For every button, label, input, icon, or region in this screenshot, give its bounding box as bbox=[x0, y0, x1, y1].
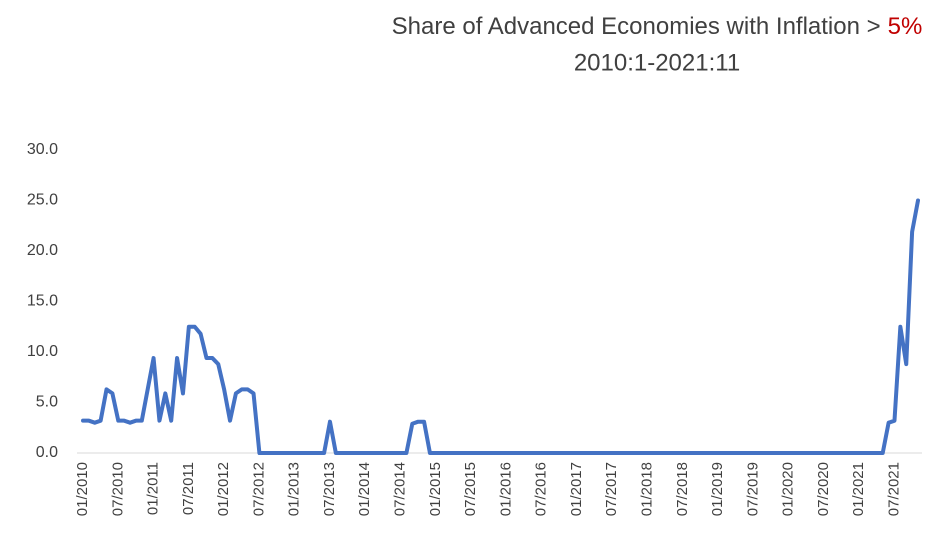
x-tick-label: 07/2015 bbox=[462, 462, 479, 516]
x-tick-label: 07/2016 bbox=[533, 462, 550, 516]
y-tick-label: 5.0 bbox=[36, 394, 58, 411]
x-tick-label: 07/2020 bbox=[815, 462, 832, 516]
x-tick-label: 01/2018 bbox=[638, 462, 655, 516]
x-tick-label: 01/2012 bbox=[215, 462, 232, 516]
x-tick-label: 07/2013 bbox=[321, 462, 338, 516]
x-tick-label: 07/2012 bbox=[250, 462, 267, 516]
x-tick-label: 07/2011 bbox=[180, 462, 197, 515]
x-tick-label: 01/2015 bbox=[427, 462, 444, 516]
x-tick-label: 07/2019 bbox=[744, 462, 761, 516]
x-tick-label: 01/2013 bbox=[286, 462, 303, 516]
x-tick-label: 01/2010 bbox=[74, 462, 91, 516]
y-tick-label: 15.0 bbox=[27, 293, 58, 310]
x-tick-label: 07/2014 bbox=[392, 462, 409, 516]
x-tick-label: 01/2020 bbox=[780, 462, 797, 516]
x-tick-label: 01/2014 bbox=[356, 462, 373, 516]
x-tick-label: 07/2010 bbox=[109, 462, 126, 516]
x-tick-label: 07/2021 bbox=[885, 462, 902, 516]
x-tick-label: 01/2016 bbox=[497, 462, 514, 516]
y-tick-label: 25.0 bbox=[27, 192, 58, 209]
x-tick-label: 01/2019 bbox=[709, 462, 726, 516]
y-tick-label: 10.0 bbox=[27, 343, 58, 360]
title-highlight: 5% bbox=[888, 13, 923, 40]
data-line bbox=[81, 198, 920, 455]
title-text: Share of Advanced Economies with Inflati… bbox=[392, 13, 881, 40]
x-tick-label: 01/2017 bbox=[568, 462, 585, 516]
chart-title: Share of Advanced Economies with Inflati… bbox=[392, 13, 923, 40]
y-tick-label: 0.0 bbox=[36, 444, 58, 461]
y-tick-label: 30.0 bbox=[27, 141, 58, 158]
x-tick-label: 07/2017 bbox=[603, 462, 620, 516]
y-tick-label: 20.0 bbox=[27, 242, 58, 259]
x-tick-label: 01/2011 bbox=[145, 462, 162, 515]
x-tick-label: 07/2018 bbox=[674, 462, 691, 516]
x-tick-label: 01/2021 bbox=[850, 462, 867, 516]
chart-subtitle: 2010:1-2021:11 bbox=[574, 49, 740, 76]
